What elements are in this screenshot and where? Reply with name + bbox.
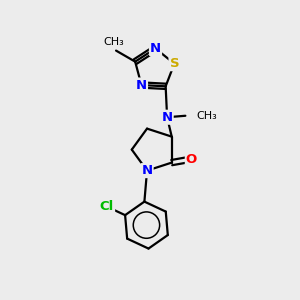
Text: CH₃: CH₃	[103, 37, 124, 47]
Text: Cl: Cl	[100, 200, 114, 213]
Text: S: S	[169, 57, 179, 70]
Text: N: N	[142, 164, 153, 177]
Text: N: N	[150, 42, 161, 55]
Text: N: N	[136, 79, 147, 92]
Text: N: N	[162, 111, 173, 124]
Text: CH₃: CH₃	[196, 111, 217, 121]
Text: O: O	[186, 153, 197, 166]
